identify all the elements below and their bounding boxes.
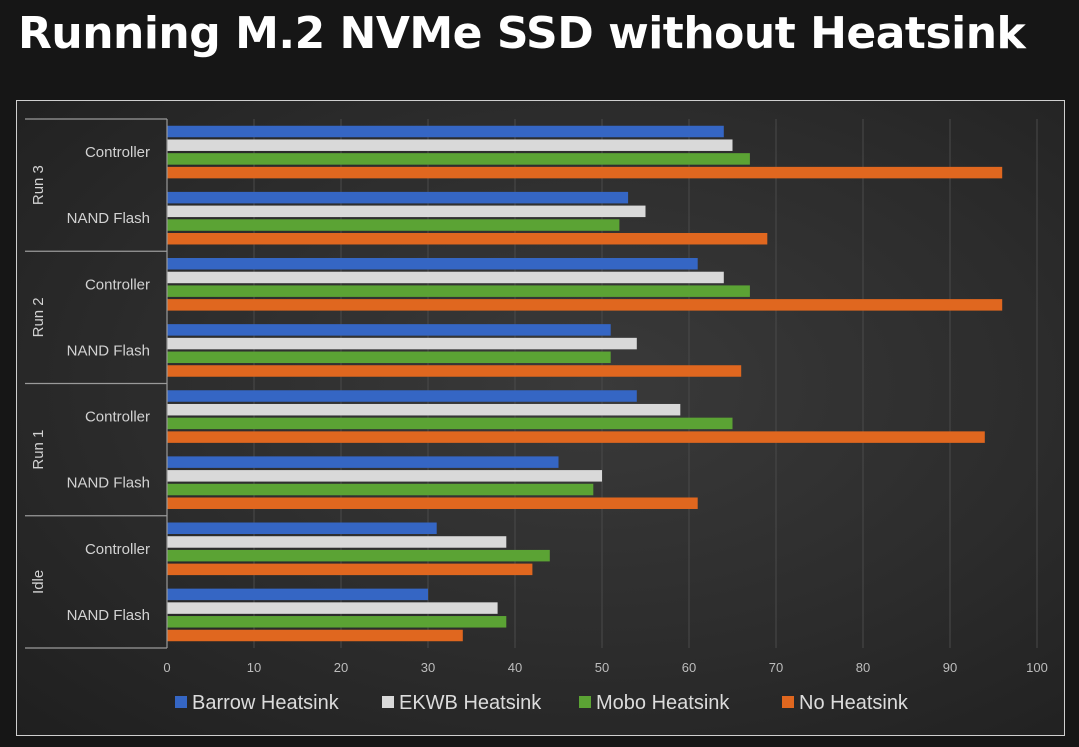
bar (167, 299, 1003, 311)
bar (167, 351, 611, 364)
x-tick-label: 70 (769, 660, 783, 675)
bar (167, 232, 768, 245)
category-label: Controller (85, 541, 150, 558)
group-label: Run 2 (30, 297, 47, 337)
bar (167, 271, 724, 284)
chart-frame: 0 10 20 30 40 50 60 70 80 90 100 Controller NAND Fla… (16, 100, 1065, 736)
bar (167, 139, 733, 151)
bar (167, 522, 437, 535)
category-label: NAND Flash (67, 342, 150, 359)
bar (167, 470, 602, 482)
category-label: Controller (85, 144, 150, 161)
group-label: Idle (30, 570, 47, 594)
legend-swatch (175, 696, 187, 708)
bar (167, 219, 620, 231)
legend-swatch (782, 696, 794, 708)
bar (167, 497, 698, 509)
category-label: Controller (85, 276, 150, 293)
x-tick-label: 40 (508, 660, 522, 675)
bar (167, 285, 750, 297)
x-tick-label: 100 (1026, 660, 1048, 675)
legend-swatch (579, 696, 591, 708)
bar (167, 153, 750, 165)
x-tick-label: 90 (943, 660, 957, 675)
bar (167, 258, 698, 270)
legend-label: EKWB Heatsink (399, 692, 542, 714)
x-tick-label: 80 (856, 660, 870, 675)
x-tick-label: 10 (247, 660, 261, 675)
bar (167, 588, 428, 601)
group-label: Run 1 (30, 430, 47, 470)
legend-label: Mobo Heatsink (596, 692, 730, 714)
legend-swatch (382, 696, 394, 708)
x-tick-label: 50 (595, 660, 609, 675)
legend-label: Barrow Heatsink (192, 692, 340, 714)
x-tick-label: 60 (682, 660, 696, 675)
bar (167, 563, 533, 576)
bar (167, 125, 724, 138)
group-label: Run 3 (30, 165, 47, 205)
x-tick-label: 0 (163, 660, 170, 675)
bar-chart: 0 10 20 30 40 50 60 70 80 90 100 Controller NAND Fla… (25, 118, 1048, 714)
bar (167, 456, 559, 468)
bar (167, 166, 1003, 179)
x-tick-label: 30 (421, 660, 435, 675)
bar (167, 191, 629, 204)
bar (167, 390, 637, 402)
legend-label: No Heatsink (799, 692, 909, 714)
bar (167, 324, 611, 336)
bar (167, 205, 646, 218)
bar (167, 431, 985, 443)
bar (167, 417, 733, 430)
bar (167, 365, 742, 377)
bar (167, 536, 507, 548)
bar (167, 403, 681, 416)
category-label: NAND Flash (67, 607, 150, 624)
x-tick-label: 20 (334, 660, 348, 675)
category-label: NAND Flash (67, 475, 150, 492)
category-label: Controller (85, 409, 150, 426)
bar (167, 616, 507, 628)
bar (167, 337, 637, 350)
page-title: Running M.2 NVMe SSD without Heatsink (18, 8, 1026, 59)
bar (167, 549, 550, 562)
bar (167, 629, 463, 642)
bar (167, 602, 498, 614)
category-label: NAND Flash (67, 210, 150, 227)
bar (167, 483, 594, 496)
